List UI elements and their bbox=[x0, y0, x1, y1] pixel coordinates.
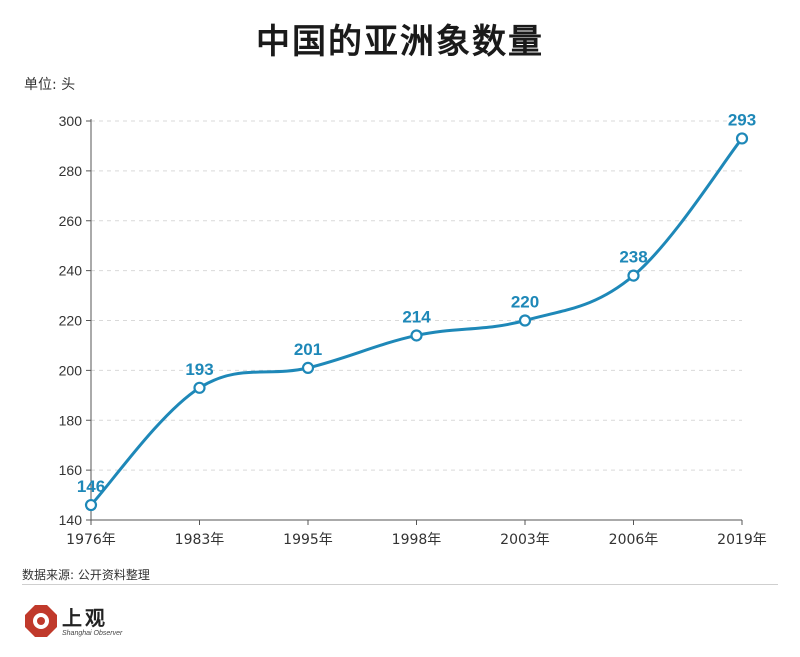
y-tick-label: 140 bbox=[59, 512, 83, 528]
data-label: 214 bbox=[402, 307, 431, 326]
data-label: 220 bbox=[511, 293, 539, 312]
brand-subtitle: Shanghai Observer bbox=[62, 630, 123, 637]
data-labels: 146 193 201 214 220 238 293 bbox=[77, 110, 756, 496]
data-point bbox=[410, 329, 423, 342]
brand-logo-block: 上观 Shanghai Observer bbox=[24, 600, 164, 644]
data-point bbox=[193, 381, 206, 394]
x-tick-label: 1995年 bbox=[283, 532, 333, 548]
data-point bbox=[518, 314, 532, 327]
y-tick-label: 240 bbox=[59, 263, 83, 279]
source-note: 数据来源: 公开资料整理 bbox=[22, 568, 150, 582]
y-tick-label: 280 bbox=[59, 163, 83, 179]
data-label: 201 bbox=[294, 340, 322, 359]
y-tick-label: 180 bbox=[59, 412, 83, 428]
unit-label: 单位: 头 bbox=[24, 77, 76, 93]
tick-labels: 140 160 180 200 220 240 260 280 300 1976年 1983年 199… bbox=[59, 113, 767, 548]
chart-title: 中国的亚洲象数量 bbox=[256, 22, 544, 62]
data-label: 146 bbox=[77, 477, 105, 496]
x-tick-label: 1998年 bbox=[392, 532, 442, 548]
y-tick-label: 300 bbox=[59, 113, 83, 129]
y-tick-label: 220 bbox=[59, 313, 83, 329]
y-tick-label: 160 bbox=[59, 462, 83, 478]
data-point bbox=[735, 132, 749, 145]
x-tick-label: 2019年 bbox=[717, 532, 767, 548]
shanghai-observer-logo-icon bbox=[25, 605, 57, 637]
x-tick-label: 1976年 bbox=[66, 532, 116, 548]
x-tick-label: 1983年 bbox=[175, 532, 225, 548]
data-points bbox=[84, 132, 749, 512]
data-label: 193 bbox=[185, 360, 213, 379]
data-label: 238 bbox=[619, 248, 647, 267]
x-tick-label: 2003年 bbox=[500, 532, 550, 548]
brand-name: 上观 bbox=[62, 606, 108, 630]
y-tick-label: 200 bbox=[59, 362, 83, 378]
data-point bbox=[84, 498, 98, 512]
data-point bbox=[301, 361, 315, 374]
grid-lines bbox=[91, 120, 742, 471]
line-chart: 140 160 180 200 220 240 260 280 300 1976年 1983年 199… bbox=[59, 110, 767, 548]
data-point bbox=[627, 269, 640, 282]
footer-divider bbox=[22, 584, 778, 585]
x-tick-label: 2006年 bbox=[609, 532, 659, 548]
y-tick-label: 260 bbox=[59, 213, 83, 229]
data-label: 293 bbox=[728, 110, 756, 129]
axes bbox=[86, 119, 743, 525]
